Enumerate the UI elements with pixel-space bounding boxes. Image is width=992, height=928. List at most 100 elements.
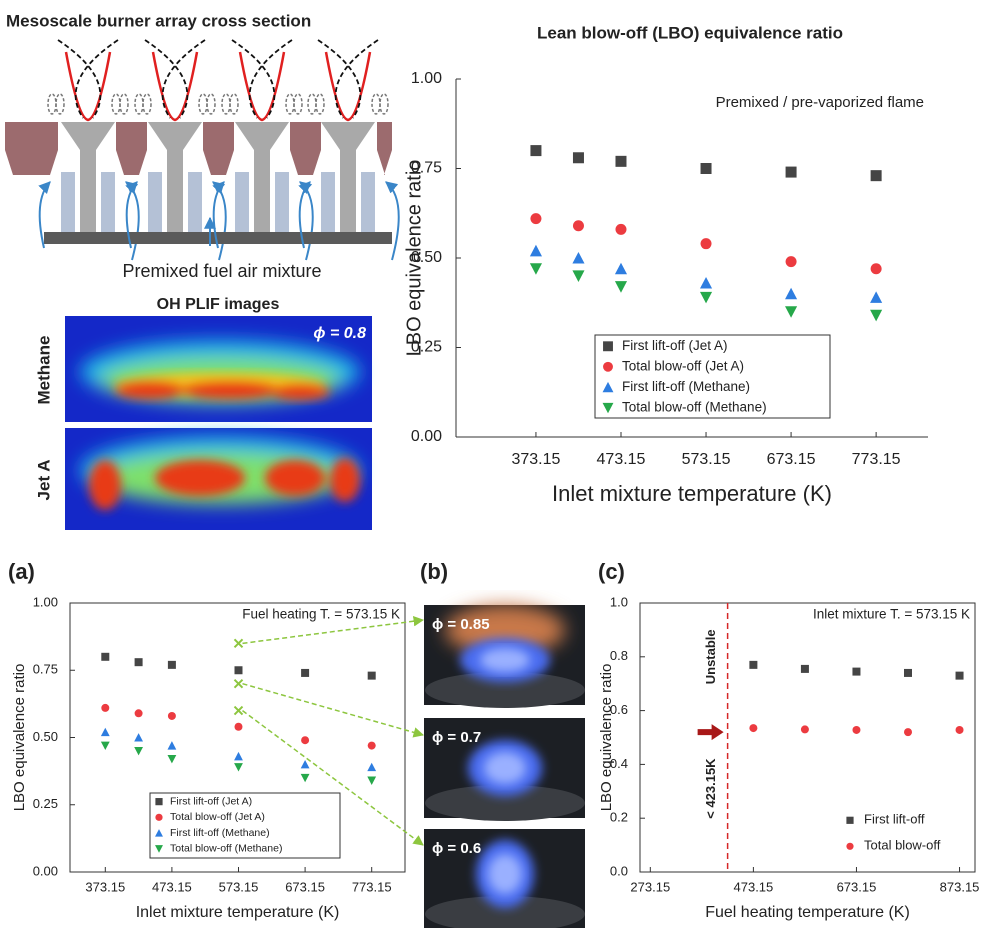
chart: (c) 0.0 0.2 0.4 0.6 0.8 1.0 273.15 473.15 673.15 8… <box>598 559 979 921</box>
y-tick-label: 0.75 <box>411 160 442 177</box>
marker <box>572 270 585 282</box>
marker <box>749 660 758 669</box>
marker <box>699 277 713 289</box>
vortex <box>111 93 121 115</box>
marker <box>167 755 177 764</box>
legend-label: Total blow-off (Methane) <box>170 843 282 855</box>
marker <box>800 664 809 673</box>
marker <box>167 711 176 720</box>
highlight-marker <box>233 705 244 716</box>
marker <box>870 263 882 275</box>
column <box>235 172 249 232</box>
column <box>188 172 202 232</box>
y-tick-label: 0.50 <box>411 249 442 266</box>
x-tick-label: 473.15 <box>597 451 646 468</box>
vortex <box>221 93 231 115</box>
flame <box>238 51 286 122</box>
highlight-marker <box>233 678 244 689</box>
marker <box>167 741 177 750</box>
panel-label: (c) <box>598 559 625 584</box>
images-title: OH PLIF images <box>157 296 280 313</box>
column <box>321 172 335 232</box>
chart: Lean blow-off (LBO) equivalence ratio 0.0… <box>403 23 928 506</box>
legend-marker <box>846 816 854 824</box>
annotation: Fuel heating T. = 573.15 K <box>242 607 400 622</box>
row-label: Jet A <box>34 460 53 501</box>
legend-marker <box>602 402 614 414</box>
legend-label: Total blow-off <box>864 838 941 853</box>
burner-rim <box>425 896 585 928</box>
legend-label: Total blow-off (Methane) <box>622 399 767 414</box>
marker <box>234 751 243 761</box>
y-tick-label: 0.8 <box>610 648 628 663</box>
legend-marker <box>155 798 163 806</box>
y-tick-label: 0.25 <box>411 339 442 356</box>
flame-dashed <box>317 39 379 119</box>
legend-marker <box>602 381 614 393</box>
x-tick-label: 273.15 <box>630 879 670 894</box>
column <box>101 172 115 232</box>
flame <box>151 51 199 122</box>
y-axis-label: LBO equivalence ratio <box>598 664 615 812</box>
flame <box>64 51 112 122</box>
vortex <box>142 93 152 115</box>
y-tick-label: 0.4 <box>610 756 628 771</box>
x-tick-label: 373.15 <box>85 879 125 894</box>
y-axis-label: LBO equivalence ratio <box>11 664 28 812</box>
marker <box>301 668 310 677</box>
marker <box>134 733 143 742</box>
marker <box>529 263 542 275</box>
marker <box>134 658 143 667</box>
y-tick-label: 0.25 <box>33 796 58 811</box>
marker <box>614 281 628 293</box>
legend-label: First lift-off (Methane) <box>622 379 750 394</box>
marker <box>234 666 243 675</box>
marker <box>800 725 809 734</box>
x-tick-label: 673.15 <box>837 879 877 894</box>
legend-marker <box>155 845 163 853</box>
x-tick-label: 673.15 <box>767 451 816 468</box>
photos: ϕ = 0.85 ϕ = 0.7 ϕ = 0.6 <box>424 605 585 928</box>
annotation: Premixed / pre-vaporized flame <box>716 94 924 111</box>
marker <box>870 309 883 322</box>
block <box>116 122 147 175</box>
marker <box>367 762 377 772</box>
legend-marker <box>155 829 163 837</box>
plif-jeta <box>65 428 372 530</box>
nozzle <box>61 122 115 232</box>
vortex <box>198 93 208 115</box>
marker <box>955 725 964 734</box>
marker <box>904 668 912 677</box>
phi-label: ϕ = 0.8 <box>313 325 366 342</box>
vortex <box>315 93 325 115</box>
legend-marker <box>603 341 613 352</box>
x-tick-label: 573.15 <box>682 451 731 468</box>
flow-arrow <box>125 181 138 249</box>
x-tick-label: 773.15 <box>352 879 392 894</box>
chart: (a) 0.00 0.25 0.50 0.75 1.00 373.15 473.15 573.1… <box>8 559 425 921</box>
panel-label: (a) <box>8 559 35 584</box>
marker <box>699 291 713 304</box>
flame-dashed <box>231 39 293 119</box>
vortex <box>307 93 317 115</box>
highlight-marker <box>233 638 244 649</box>
legend-label: First lift-off (Methane) <box>170 827 270 839</box>
vortex <box>379 93 389 115</box>
flame <box>324 51 372 122</box>
plif-methane: ϕ = 0.8 <box>65 316 372 422</box>
flow-arrow <box>212 181 225 249</box>
guide-arrow <box>242 616 425 645</box>
phi-label: ϕ = 0.6 <box>432 840 481 857</box>
x-tick-label: 773.15 <box>852 451 901 468</box>
y-tick-label: 0.50 <box>33 729 58 744</box>
marker <box>367 776 377 785</box>
marker <box>615 155 627 167</box>
marker <box>785 306 798 318</box>
phi-label: ϕ = 0.7 <box>432 729 481 746</box>
flow-arrow <box>38 181 51 249</box>
marker <box>300 760 310 769</box>
marker <box>955 671 964 680</box>
marker <box>101 703 110 712</box>
column <box>61 172 75 232</box>
marker <box>367 741 376 750</box>
